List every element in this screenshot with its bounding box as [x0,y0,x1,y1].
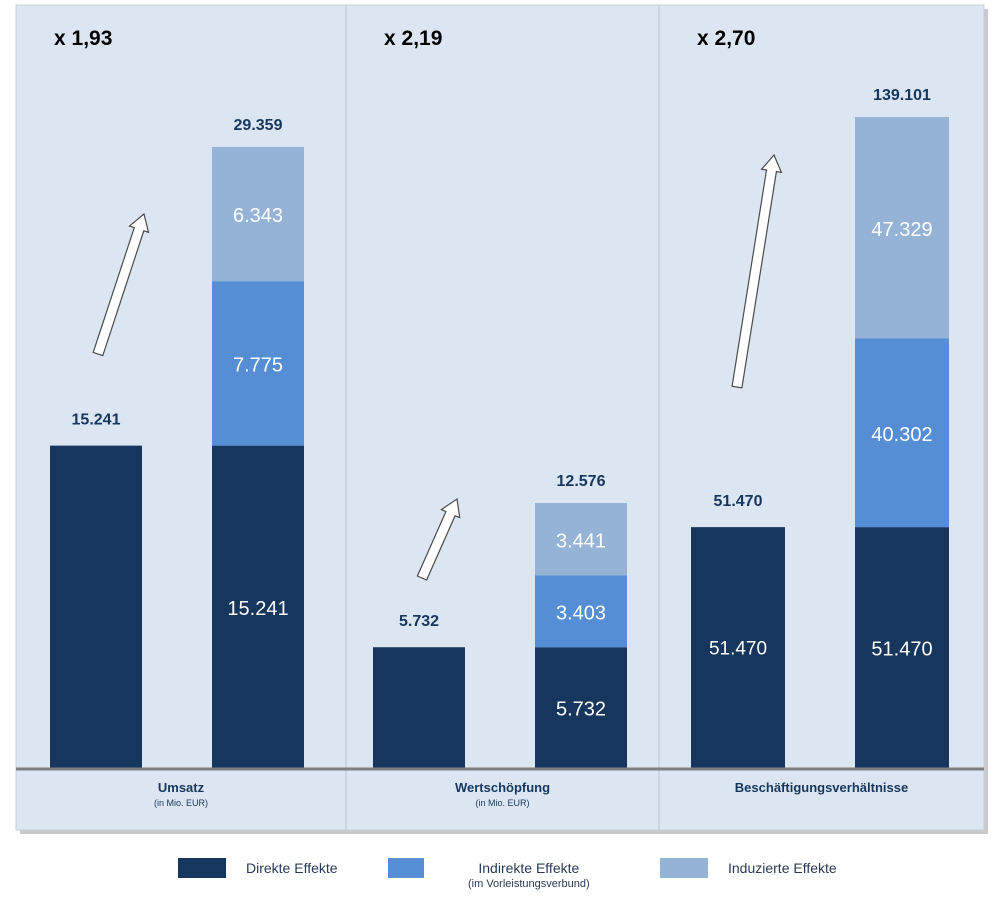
bar-segment-indirekte [212,281,304,446]
legend-label-direkte: Direkte Effekte [246,860,338,876]
category-unit-label: (in Mio. EUR) [154,798,208,808]
legend-swatch-direkte [178,858,226,878]
segment-value-label: 7.775 [233,354,283,376]
segment-value-label: 6.343 [233,205,283,227]
bar-stacked-total-label: 29.359 [234,117,283,134]
bar-direct-total-label: 15.241 [72,412,121,429]
category-label: Beschäftigungsverhältnisse [735,780,908,795]
bar-segment-direkte [535,647,627,768]
legend-label-indirekte-main: Indirekte Effekte [478,860,580,876]
segment-value-label: 3.403 [556,602,606,624]
panel-background [15,4,985,831]
growth-arrow-icon [92,212,150,357]
bar-direct [50,445,142,768]
multiplier-label: x 1,93 [54,27,112,50]
legend-swatch-induzierte [660,858,708,878]
bar-direct-inner-label: 51.470 [709,639,767,660]
bar-stacked-total-label: 12.576 [557,473,606,490]
legend-label-induzierte: Induzierte Effekte [728,860,837,876]
bar-direct [373,647,465,768]
legend-label-indirekte: Indirekte Effekte (im Vorleistungsverbun… [468,858,590,890]
bar-segment-induzierte [212,147,304,282]
growth-arrow-icon [731,153,783,389]
segment-value-label: 51.470 [871,639,932,661]
multiplier-label: x 2,70 [697,27,755,50]
growth-arrow-icon [416,497,461,581]
legend-item-indirekte: Indirekte Effekte (im Vorleistungsverbun… [388,858,590,890]
category-unit-label: (in Mio. EUR) [475,798,529,808]
segment-value-label: 3.441 [556,530,606,552]
legend-swatch-indirekte [388,858,424,878]
bar-direct [691,527,785,768]
bar-segment-induzierte [855,117,949,339]
bar-segment-indirekte [535,575,627,648]
segment-value-label: 47.329 [871,219,932,241]
segment-value-label: 15.241 [227,598,288,620]
legend-label-indirekte-sub: (im Vorleistungsverbund) [468,878,590,890]
bar-segment-direkte [855,527,949,768]
bar-direct-total-label: 51.470 [714,493,763,510]
bar-stacked-total-label: 139.101 [873,87,931,104]
bar-segment-direkte [212,445,304,768]
bar-segment-induzierte [535,503,627,576]
segment-value-label: 40.302 [871,424,932,446]
bar-direct-total-label: 5.732 [399,613,439,630]
category-label: Wertschöpfung [455,780,550,795]
segment-value-label: 5.732 [556,699,606,721]
legend-item-induzierte: Induzierte Effekte [660,858,837,878]
multiplier-label: x 2,19 [384,27,442,50]
legend-item-direkte: Direkte Effekte [178,858,338,878]
bar-segment-indirekte [855,338,949,528]
category-label: Umsatz [158,780,205,795]
